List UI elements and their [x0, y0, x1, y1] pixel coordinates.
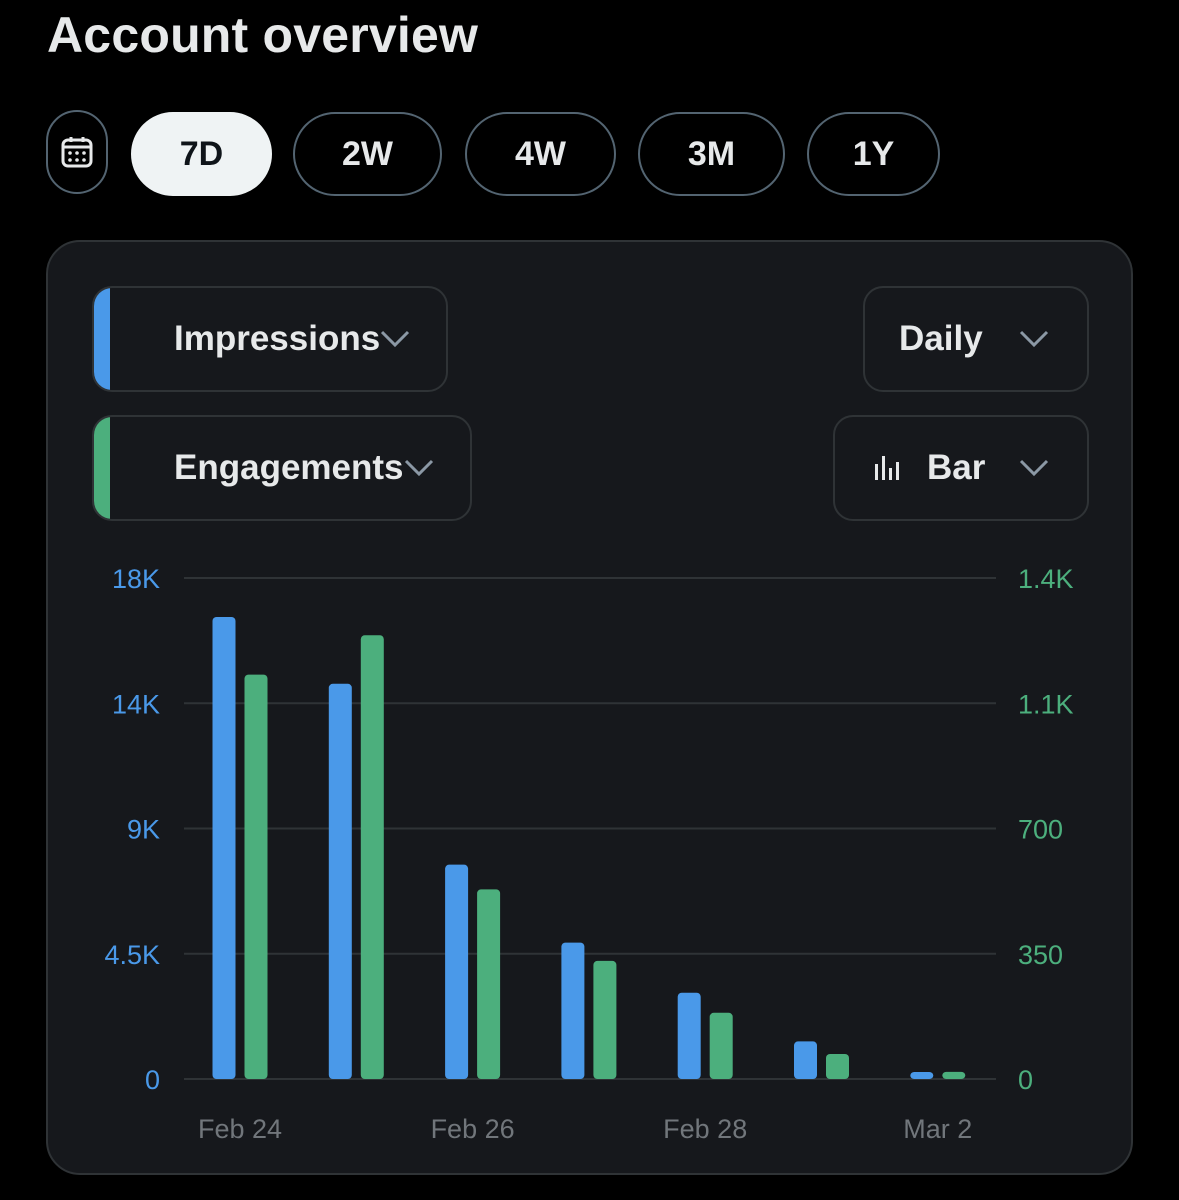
bar-chart-icon: [875, 456, 899, 480]
metric2-dropdown[interactable]: Engagements: [92, 415, 472, 521]
y-left-tick-label: 14K: [112, 689, 160, 719]
interval-dropdown[interactable]: Daily: [863, 286, 1089, 392]
engagements-bar: [593, 960, 617, 1079]
metric1-color-indicator: [94, 288, 110, 390]
x-tick-label: Mar 2: [903, 1114, 972, 1144]
metric2-label: Engagements: [174, 448, 404, 487]
y-right-tick-label: 700: [1018, 815, 1063, 845]
engagements-bar: [244, 674, 268, 1079]
impressions-bar: [212, 616, 236, 1079]
x-tick-label: Feb 26: [431, 1114, 515, 1144]
chevron-down-icon: [1019, 330, 1049, 348]
metric2-color-indicator: [94, 417, 110, 519]
impressions-bar: [445, 864, 469, 1079]
chevron-down-icon: [380, 330, 410, 348]
range-7d-button[interactable]: 7D: [131, 112, 272, 196]
range-2w-button[interactable]: 2W: [293, 112, 442, 196]
calendar-icon: [61, 137, 93, 168]
chevron-down-icon: [404, 459, 434, 477]
engagements-bar: [360, 635, 384, 1079]
y-left-tick-label: 18K: [112, 564, 160, 594]
y-left-tick-label: 0: [145, 1065, 160, 1095]
metric1-label: Impressions: [174, 319, 381, 358]
range-3m-button[interactable]: 3M: [638, 112, 785, 196]
chart-type-dropdown[interactable]: Bar: [833, 415, 1089, 521]
range-4w-button[interactable]: 4W: [465, 112, 616, 196]
engagements-bar: [826, 1053, 849, 1079]
engagements-bar: [477, 889, 501, 1079]
page-title: Account overview: [47, 7, 479, 63]
impressions-bar: [677, 992, 701, 1079]
y-right-tick-label: 0: [1018, 1065, 1033, 1095]
impressions-bar: [910, 1072, 934, 1079]
impressions-bar: [328, 683, 352, 1079]
metric1-dropdown[interactable]: Impressions: [92, 286, 448, 392]
y-right-tick-label: 350: [1018, 940, 1063, 970]
impressions-bar: [794, 1041, 817, 1079]
chevron-down-icon: [1019, 459, 1049, 477]
y-right-tick-label: 1.4K: [1018, 564, 1074, 594]
range-1y-button[interactable]: 1Y: [807, 112, 940, 196]
impressions-bar: [561, 942, 585, 1079]
x-tick-label: Feb 24: [198, 1114, 282, 1144]
y-left-tick-label: 9K: [127, 815, 160, 845]
x-tick-label: Feb 28: [663, 1114, 747, 1144]
engagements-bar: [709, 1012, 733, 1079]
chart-card: Impressions Engagements Daily Bar 0 4.5K 9…: [46, 240, 1133, 1175]
y-right-tick-label: 1.1K: [1018, 689, 1074, 719]
interval-label: Daily: [899, 319, 983, 358]
calendar-button[interactable]: [46, 110, 108, 194]
bar-chart: 0 4.5K 9K 14K 18K 0 350 700 1.1K 1.4K Feb 24 Feb 26…: [104, 564, 1074, 1144]
engagements-bar: [942, 1071, 966, 1079]
y-left-tick-label: 4.5K: [104, 940, 160, 970]
chart-type-label: Bar: [927, 448, 986, 487]
